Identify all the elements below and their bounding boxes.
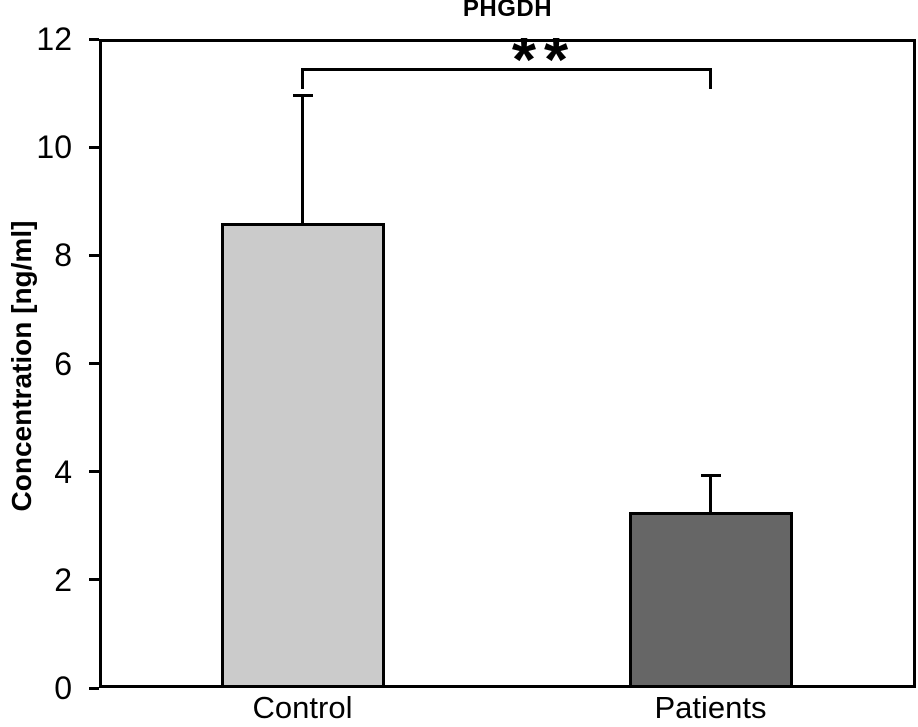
error-bar-patients: [709, 475, 712, 513]
y-tick-mark: [89, 362, 99, 365]
significance-stars: **: [511, 26, 577, 95]
y-tick-label: 8: [54, 237, 72, 274]
y-tick-label: 10: [36, 129, 72, 166]
y-tick-mark: [89, 578, 99, 582]
y-tick-mark: [89, 253, 99, 257]
significance-bracket-right-end: [709, 68, 712, 89]
y-tick-label: 4: [54, 453, 72, 490]
y-tick-label: 12: [36, 21, 72, 57]
bar-control: [220, 222, 385, 688]
y-tick-mark: [89, 37, 99, 41]
bar-patients: [628, 512, 793, 688]
x-tick-label-patients: Patients: [654, 690, 767, 725]
error-bar-cap-patients: [700, 473, 721, 477]
x-tick-label-control: Control: [252, 690, 353, 725]
chart-title: PHGDH: [462, 0, 553, 22]
y-tick-mark: [89, 470, 99, 474]
y-tick-label: 6: [54, 345, 72, 382]
y-tick-mark: [89, 686, 99, 690]
y-tick-label: 0: [54, 670, 72, 706]
plot-frame: [99, 39, 916, 688]
significance-bracket: [301, 68, 712, 71]
error-bar-cap-control: [292, 94, 313, 98]
y-tick-label: 2: [54, 561, 72, 598]
significance-bracket-left-end: [301, 68, 304, 89]
error-bar-control: [301, 95, 304, 223]
y-tick-mark: [89, 145, 99, 149]
